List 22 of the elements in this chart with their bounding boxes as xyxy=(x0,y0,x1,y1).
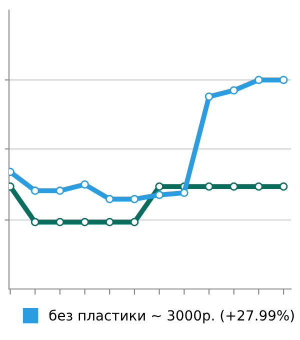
point xyxy=(105,218,114,226)
point xyxy=(204,182,214,191)
point xyxy=(105,194,114,204)
point xyxy=(204,92,214,101)
point xyxy=(80,218,89,226)
point xyxy=(80,180,89,189)
point xyxy=(56,186,64,195)
point xyxy=(130,194,139,204)
point xyxy=(279,182,288,191)
point xyxy=(30,218,40,226)
point xyxy=(130,218,139,226)
point xyxy=(230,182,238,191)
point xyxy=(230,86,238,95)
point xyxy=(56,218,64,226)
legend-label: без пластики ~ 3000р. (+27.99%) xyxy=(49,310,294,324)
point xyxy=(155,182,164,191)
point xyxy=(254,76,263,84)
point xyxy=(254,182,263,191)
point xyxy=(155,190,164,200)
point xyxy=(279,76,288,84)
point xyxy=(180,188,188,197)
point xyxy=(30,186,40,195)
